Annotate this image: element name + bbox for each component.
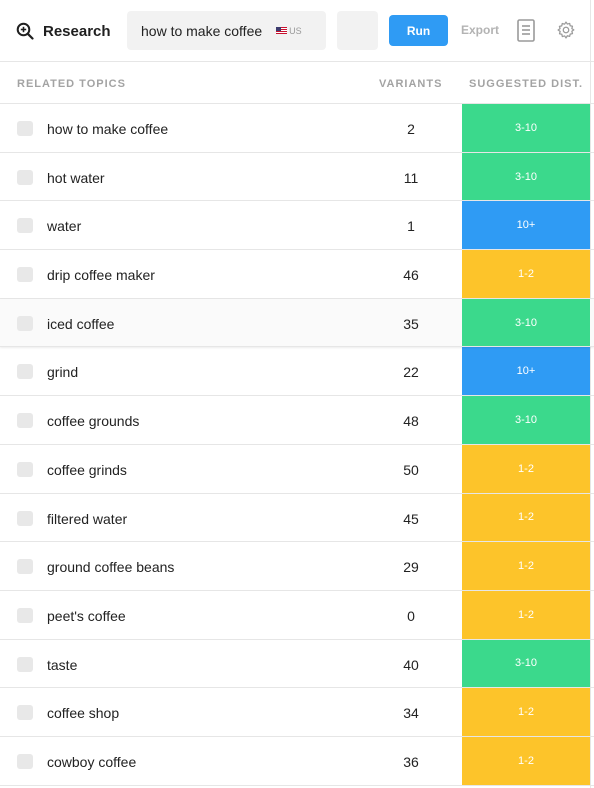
search-input[interactable]: how to make coffee US (127, 11, 326, 50)
suggested-distance-badge: 1-2 (462, 688, 590, 736)
row-checkbox[interactable] (17, 121, 33, 136)
suggested-distance-badge: 1-2 (462, 590, 590, 639)
suggested-distance-badge: 3-10 (462, 104, 590, 152)
suggested-distance-badge: 1-2 (462, 493, 590, 542)
row-checkbox[interactable] (17, 753, 33, 769)
topic-label: peet's coffee (47, 607, 126, 624)
row-checkbox[interactable] (17, 267, 33, 283)
variants-count: 46 (403, 267, 419, 284)
topic-label: coffee grounds (47, 413, 140, 430)
topic-label: filtered water (47, 510, 128, 527)
topic-label: cowboy coffee (47, 753, 137, 770)
variants-count: 11 (403, 169, 419, 186)
column-header-related-topics[interactable]: RELATED TOPICS (17, 78, 126, 90)
suggested-distance-badge: 1-2 (462, 736, 590, 785)
table-row[interactable]: taste 40 3-10 (0, 639, 594, 689)
table-row[interactable]: filtered water 45 1-2 (0, 493, 594, 543)
row-checkbox[interactable] (17, 510, 33, 526)
variants-count: 2 (407, 121, 415, 137)
table-row[interactable]: grind 22 10+ (0, 347, 594, 397)
research-brand[interactable]: Research (16, 19, 111, 43)
table-header: RELATED TOPICS VARIANTS SUGGESTED DIST. (0, 62, 594, 104)
suggested-distance-badge: 10+ (462, 201, 590, 250)
row-checkbox[interactable] (17, 364, 33, 380)
export-button[interactable]: Export (461, 23, 500, 37)
row-checkbox[interactable] (17, 705, 33, 721)
secondary-input[interactable] (337, 11, 378, 50)
suggested-distance-badge: 3-10 (462, 152, 590, 201)
row-checkbox[interactable] (17, 218, 33, 234)
table-row[interactable]: peet's coffee 0 1-2 (0, 590, 594, 640)
column-header-variants[interactable]: VARIANTS (379, 78, 443, 90)
row-checkbox[interactable] (17, 413, 33, 429)
table-row[interactable]: ground coffee beans 29 1-2 (0, 542, 594, 591)
variants-count: 34 (403, 705, 419, 722)
table-row[interactable]: coffee shop 34 1-2 (0, 688, 594, 737)
table-row[interactable]: cowboy coffee 36 1-2 (0, 736, 594, 786)
table-row[interactable]: coffee grounds 48 3-10 (0, 396, 594, 445)
topic-label: coffee grinds (47, 461, 127, 478)
table-row[interactable]: drip coffee maker 46 1-2 (0, 250, 594, 299)
row-checkbox[interactable] (17, 656, 33, 672)
top-toolbar: Research how to make coffee US Run Expor… (0, 0, 594, 62)
variants-count: 29 (403, 559, 419, 576)
row-checkbox[interactable] (17, 169, 33, 185)
variants-count: 48 (403, 413, 419, 430)
topic-label: grind (47, 364, 79, 381)
row-checkbox[interactable] (17, 607, 33, 623)
variants-count: 40 (403, 656, 419, 673)
topic-label: water (47, 218, 82, 235)
variants-count: 45 (403, 510, 419, 527)
run-button[interactable]: Run (389, 15, 448, 46)
variants-count: 1 (407, 218, 415, 235)
table-row[interactable]: how to make coffee 2 3-10 (0, 104, 594, 153)
table-row[interactable]: water 1 10+ (0, 201, 594, 251)
search-query-text: how to make coffee (141, 22, 263, 39)
gear-icon[interactable] (556, 20, 576, 40)
row-checkbox[interactable] (17, 461, 33, 477)
suggested-distance-badge: 1-2 (462, 444, 590, 493)
table-row[interactable]: coffee grinds 50 1-2 (0, 444, 594, 494)
row-checkbox[interactable] (17, 559, 33, 575)
country-code: US (289, 25, 302, 36)
suggested-distance-badge: 3-10 (462, 298, 590, 347)
row-checkbox[interactable] (17, 315, 33, 331)
us-flag-icon (276, 27, 288, 34)
column-header-suggested-distance[interactable]: SUGGESTED DIST. (469, 78, 584, 90)
suggested-distance-badge: 3-10 (462, 639, 590, 688)
topics-table: how to make coffee 2 3-10 hot water 11 3-10 wa… (0, 104, 594, 786)
topic-label: coffee shop (47, 705, 120, 722)
variants-count: 22 (403, 364, 419, 381)
variants-count: 36 (403, 753, 419, 770)
country-selector[interactable]: US (276, 26, 302, 36)
suggested-distance-badge: 3-10 (462, 396, 590, 444)
zoom-in-search-icon (16, 22, 34, 40)
variants-count: 35 (403, 315, 419, 332)
suggested-distance-badge: 1-2 (462, 250, 590, 298)
table-row[interactable]: iced coffee 35 3-10 (0, 298, 594, 348)
topic-label: taste (47, 656, 78, 673)
topic-label: drip coffee maker (47, 267, 155, 284)
right-divider (590, 0, 591, 788)
table-row[interactable]: hot water 11 3-10 (0, 152, 594, 202)
document-icon[interactable] (517, 19, 535, 42)
suggested-distance-badge: 1-2 (462, 542, 590, 590)
brand-label: Research (43, 22, 111, 40)
topic-label: iced coffee (47, 315, 115, 332)
topic-label: hot water (47, 169, 105, 186)
variants-count: 0 (407, 607, 415, 624)
variants-count: 50 (403, 461, 419, 478)
topic-label: how to make coffee (47, 121, 169, 137)
suggested-distance-badge: 10+ (462, 347, 590, 396)
topic-label: ground coffee beans (47, 559, 175, 576)
